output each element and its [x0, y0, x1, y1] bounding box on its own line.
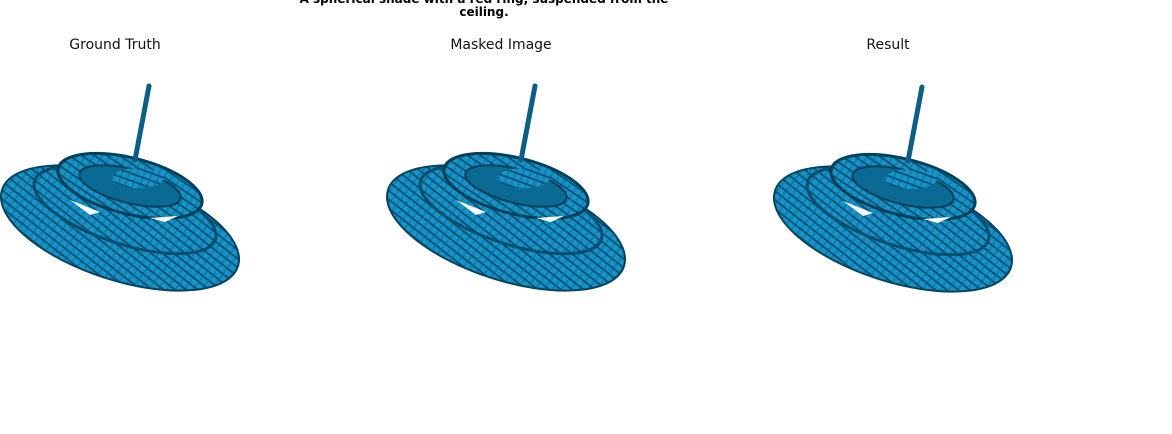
figure-title-line: A spherical shade with a red ring, suspe… [0, 0, 968, 6]
voxel-render [0, 86, 254, 316]
voxel-render [372, 86, 640, 316]
panel-title: Masked Image [450, 37, 552, 53]
panel-title: Result [866, 37, 910, 53]
figure-title-line: ceiling. [459, 5, 509, 19]
voxel-render [759, 87, 1027, 317]
panel-title: Ground Truth [69, 37, 161, 53]
